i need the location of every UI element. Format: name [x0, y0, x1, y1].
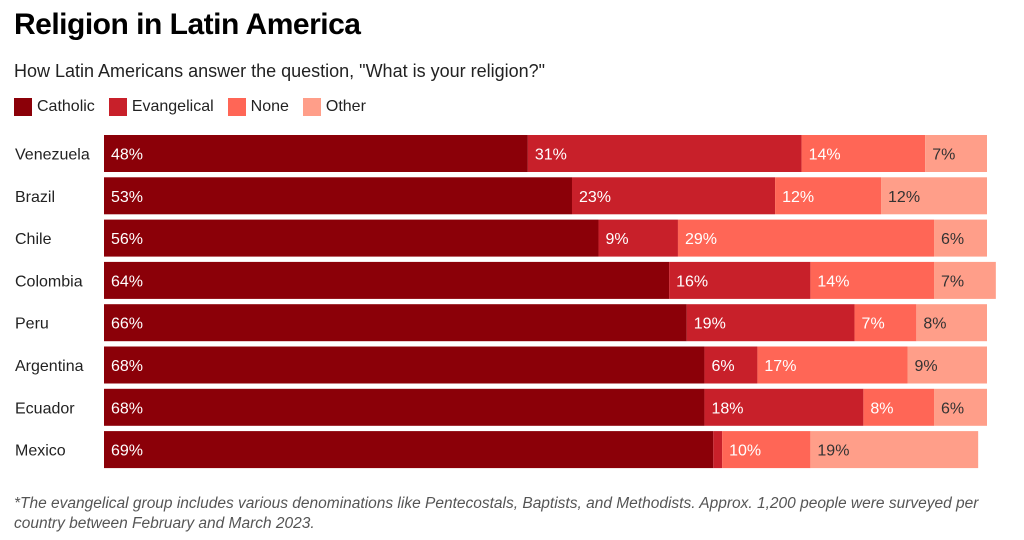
bar-segment-catholic — [104, 177, 572, 215]
data-label: 8% — [923, 316, 946, 333]
data-label: 48% — [111, 147, 143, 164]
chart-legend: Catholic Evangelical None Other — [14, 98, 380, 116]
bar-segment-none — [810, 261, 935, 299]
data-label: 23% — [579, 189, 611, 206]
legend-swatch — [227, 98, 246, 116]
bar-segment-catholic — [104, 135, 528, 172]
legend-item-other: Other — [302, 98, 366, 116]
data-label: 7% — [932, 147, 955, 164]
data-label: 9% — [915, 358, 938, 375]
category-label: Mexico — [15, 443, 66, 460]
data-label: 16% — [676, 273, 708, 290]
data-label: 19% — [694, 316, 726, 333]
category-label: Argentina — [15, 358, 84, 375]
bar-row-ecuador: Ecuador 68% 18% 8% 6% — [15, 388, 987, 426]
bar-row-peru: Peru 66% 19% 7% 8% — [15, 304, 987, 342]
bar-segment-evangelical — [704, 388, 864, 426]
bar-segment-catholic — [104, 388, 705, 426]
legend-label: Catholic — [37, 98, 95, 115]
data-label: 9% — [605, 231, 628, 248]
stacked-bar-chart: Venezuela 48% 31% 14% 7% Brazil 53% 23% 12% 12% Ch… — [15, 135, 996, 469]
chart-title: Religion in Latin America — [14, 8, 361, 41]
bar-segment-catholic — [104, 346, 705, 384]
data-label: 66% — [111, 316, 143, 333]
bar-segment-none — [863, 388, 935, 426]
bar-row-mexico: Mexico 69% 10% 19% — [15, 431, 979, 469]
bar-segment-none — [801, 135, 926, 172]
bar-segment-other — [810, 431, 979, 469]
bar-segment-evangelical — [598, 219, 678, 257]
bar-row-brazil: Brazil 53% 23% 12% 12% — [15, 177, 987, 215]
category-label: Brazil — [15, 189, 55, 206]
bar-row-venezuela: Venezuela 48% 31% 14% 7% — [15, 135, 987, 172]
bar-row-colombia: Colombia 64% 16% 14% 7% — [15, 261, 996, 299]
chart-footnote: *The evangelical group includes various … — [14, 495, 979, 532]
chart-subtitle: How Latin Americans answer the question,… — [14, 61, 546, 81]
bar-segment-other — [881, 177, 987, 215]
category-label: Colombia — [15, 273, 83, 290]
legend-swatch — [302, 98, 321, 116]
bar-segment-catholic — [104, 219, 599, 257]
legend-item-evangelical: Evangelical — [108, 98, 214, 116]
data-label: 6% — [941, 231, 964, 248]
bar-segment-none — [854, 304, 917, 342]
data-label: 68% — [111, 358, 143, 375]
category-label: Peru — [15, 316, 49, 333]
bar-segment-evangelical — [704, 346, 758, 384]
data-label: 8% — [870, 400, 893, 417]
bar-segment-none — [757, 346, 908, 384]
bar-segment-catholic — [104, 431, 714, 469]
category-label: Ecuador — [15, 400, 75, 417]
data-label: 19% — [817, 443, 849, 460]
data-label: 14% — [809, 147, 841, 164]
bar-segment-other — [934, 219, 987, 257]
data-label: 56% — [111, 231, 143, 248]
legend-label: None — [250, 98, 289, 115]
legend-item-catholic: Catholic — [14, 98, 95, 116]
bar-segment-evangelical — [713, 431, 723, 469]
data-label: 18% — [711, 400, 743, 417]
bar-segment-catholic — [104, 261, 670, 299]
data-label: 69% — [111, 443, 143, 460]
data-label: 12% — [782, 189, 814, 206]
bar-segment-other — [934, 261, 996, 299]
bar-segment-catholic — [104, 304, 687, 342]
bar-row-chile: Chile 56% 9% 29% 6% — [15, 219, 987, 257]
legend-label: Other — [325, 98, 366, 115]
data-label: 17% — [764, 358, 796, 375]
bar-segment-evangelical — [686, 304, 855, 342]
bar-segment-other — [925, 135, 987, 172]
data-label: 53% — [111, 189, 143, 206]
data-label: 29% — [685, 231, 717, 248]
data-label: 14% — [817, 273, 849, 290]
legend-swatch — [108, 98, 127, 116]
data-label: 10% — [729, 443, 761, 460]
legend-item-none: None — [227, 98, 289, 116]
bar-segment-evangelical — [527, 135, 802, 172]
data-label: 12% — [888, 189, 920, 206]
data-label: 7% — [862, 316, 885, 333]
bar-segment-evangelical — [571, 177, 776, 215]
bar-segment-none — [677, 219, 935, 257]
category-label: Chile — [15, 231, 52, 248]
data-label: 6% — [711, 358, 734, 375]
bar-segment-none — [775, 177, 882, 215]
bar-segment-none — [722, 431, 811, 469]
data-label: 31% — [535, 147, 567, 164]
data-label: 64% — [111, 273, 143, 290]
category-label: Venezuela — [15, 147, 90, 164]
bar-segment-other — [934, 388, 987, 426]
bar-segment-other — [916, 304, 987, 342]
bar-segment-evangelical — [669, 261, 811, 299]
data-label: 68% — [111, 400, 143, 417]
data-label: 6% — [941, 400, 964, 417]
bar-segment-other — [907, 346, 987, 384]
data-label: 7% — [941, 273, 964, 290]
bar-row-argentina: Argentina 68% 6% 17% 9% — [15, 346, 987, 384]
legend-swatch — [14, 98, 32, 116]
legend-label: Evangelical — [131, 98, 214, 115]
